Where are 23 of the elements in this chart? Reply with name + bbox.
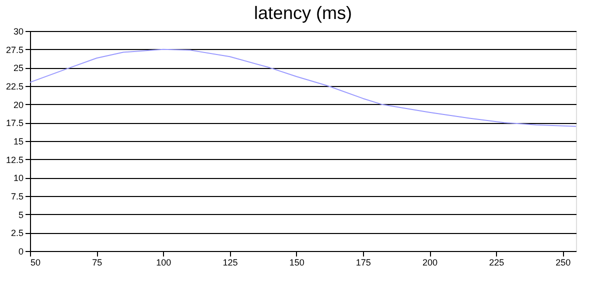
y-tick-label: 17.5	[6, 118, 24, 128]
y-tick-label: 27.5	[6, 44, 24, 55]
chart-title: latency (ms)	[254, 3, 352, 23]
x-tick-label: 50	[30, 258, 41, 268]
y-tick-label: 22.5	[6, 82, 24, 92]
y-tick-label: 30	[13, 26, 24, 36]
y-tick-label: 15	[13, 136, 24, 146]
y-tick-label: 5	[18, 210, 24, 220]
x-tick-label: 75	[92, 258, 102, 268]
y-tick-label: 12.5	[6, 154, 24, 165]
y-tick-label: 25	[13, 63, 24, 74]
y-tick-label: 2.5	[10, 228, 24, 238]
y-tick-label: 20	[13, 100, 24, 110]
y-tick-label: 10	[13, 173, 24, 184]
y-tick-label: 0	[18, 246, 24, 256]
y-tick-label: 7.5	[10, 192, 24, 202]
x-tick-label: 250	[556, 258, 571, 268]
x-tick-label: 200	[422, 258, 438, 268]
x-tick-label: 150	[289, 258, 304, 268]
x-tick-label: 125	[222, 258, 238, 268]
x-tick-label: 175	[356, 258, 371, 268]
x-tick-label: 100	[156, 258, 172, 268]
x-tick-label: 225	[489, 258, 504, 268]
